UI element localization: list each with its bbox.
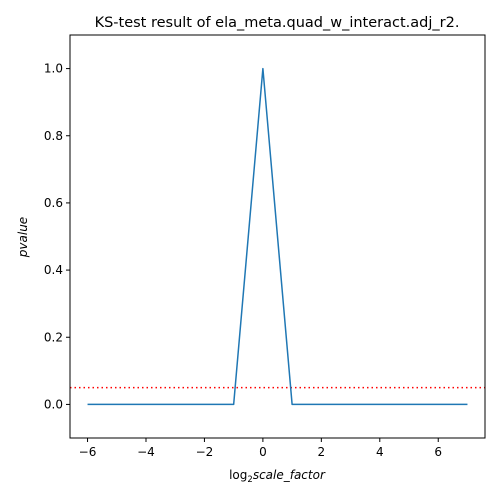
x-tick-label: −2 bbox=[196, 445, 214, 459]
x-tick-label: 2 bbox=[318, 445, 326, 459]
y-axis-label: pvalue bbox=[16, 217, 30, 258]
series-line-0 bbox=[87, 67, 468, 406]
x-tick-label: 4 bbox=[376, 445, 384, 459]
series-layer bbox=[87, 67, 468, 406]
x-axis-label-main: scale_factor bbox=[253, 468, 326, 482]
x-tick-label: −4 bbox=[137, 445, 155, 459]
y-tick-label: 0.4 bbox=[44, 263, 63, 277]
plot-area bbox=[69, 34, 486, 439]
x-tick-label: 6 bbox=[434, 445, 442, 459]
y-tick-label: 0.0 bbox=[44, 397, 63, 411]
x-tick-label: 0 bbox=[259, 445, 267, 459]
y-axis-ticks: 0.0 0.2 0.4 0.6 0.8 1.0 bbox=[44, 62, 70, 411]
chart-title: KS-test result of ela_meta.quad_w_intera… bbox=[95, 15, 460, 31]
y-tick-label: 1.0 bbox=[44, 62, 63, 76]
y-tick-label: 0.6 bbox=[44, 196, 63, 210]
x-axis-ticks: −6 −4 −2 0 2 4 6 bbox=[79, 438, 442, 459]
x-axis-label-prefix: log bbox=[229, 468, 247, 482]
y-tick-label: 0.2 bbox=[44, 330, 63, 344]
x-axis-label: log2scale_factor bbox=[229, 468, 326, 485]
x-tick-label: −6 bbox=[79, 445, 97, 459]
plot-frame bbox=[69, 34, 486, 439]
x-axis-label-subscript: 2 bbox=[247, 475, 252, 485]
y-tick-label: 0.8 bbox=[44, 129, 63, 143]
